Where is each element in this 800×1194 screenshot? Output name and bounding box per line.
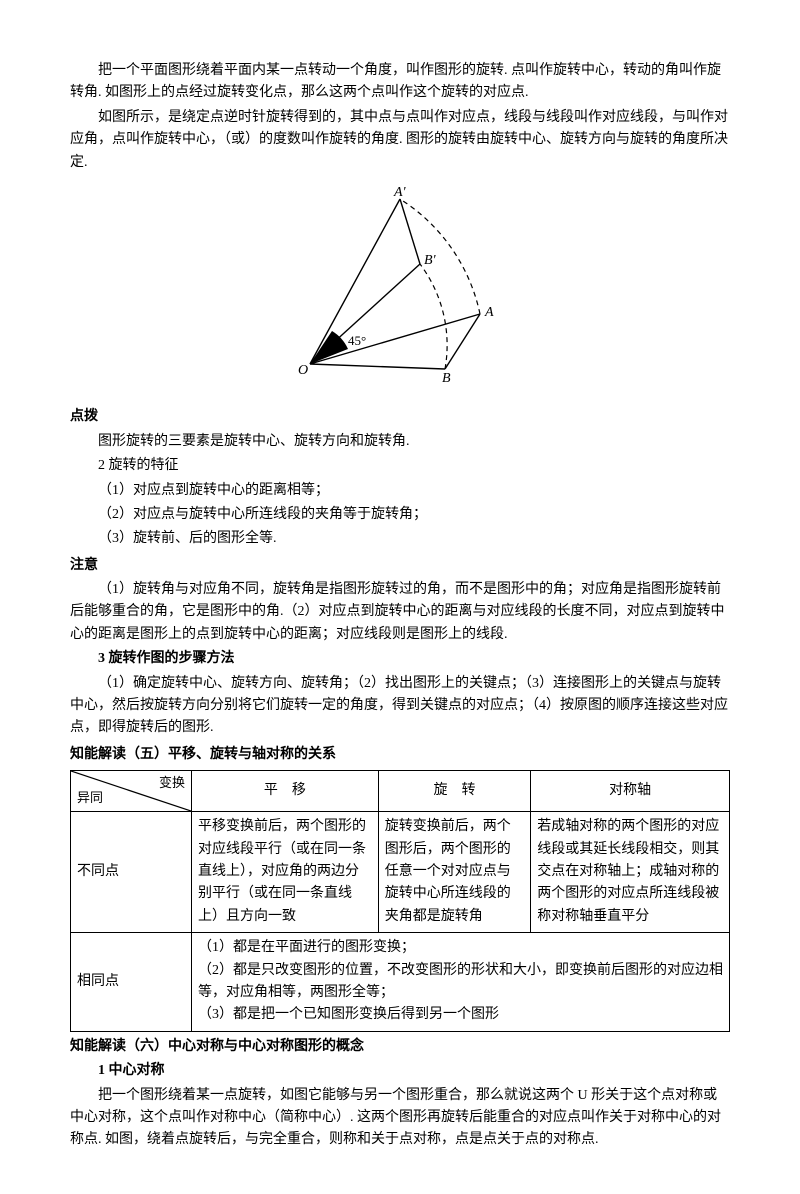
dianbo-li2: （2）对应点与旋转中心所连线段的夹角等于旋转角；: [70, 504, 730, 526]
dianbo-title: 点拨: [70, 406, 730, 428]
step-title: 3 旋转作图的步骤方法: [70, 648, 730, 670]
table-r2c1-l2: （2）都是只改变图形的位置，不改变图形的形状和大小，即变换前后图形的对应边相等，…: [198, 960, 723, 1005]
zhuyi-p1: （1）旋转角与对应角不同，旋转角是指图形旋转过的角，而不是图形中的角；对应角是指…: [70, 579, 730, 646]
diag-bottom-label: 异同: [77, 788, 103, 809]
diag-top-label: 变换: [159, 773, 185, 794]
step-p1: （1）确定旋转中心、旋转方向、旋转角；（2）找出图形上的关键点；（3）连接图形上…: [70, 673, 730, 740]
arc-A-Ap: [400, 199, 480, 314]
section5-title: 知能解读（五）平移、旋转与轴对称的关系: [70, 744, 730, 766]
table-row-diff: 不同点 平移变换前后，两个图形的对应线段平行（或在同一条直线上），对应角的两边分…: [71, 812, 730, 933]
table-r2c1-l1: （1）都是在平面进行的图形变换；: [198, 937, 723, 959]
rotation-svg: O A B A' B' 45°: [270, 184, 530, 384]
rotation-figure: O A B A' B' 45°: [70, 184, 730, 392]
table-h2: 旋 转: [378, 771, 531, 812]
dianbo-p2: 2 旋转的特征: [70, 455, 730, 477]
table-r1c1: 平移变换前后，两个图形的对应线段平行（或在同一条直线上），对应角的两边分别平行（…: [192, 812, 379, 933]
table-diag-header: 变换 异同: [71, 771, 192, 812]
intro-para-2: 如图所示，是绕定点逆时针旋转得到的，其中点与点叫作对应点，线段与线段叫作对应线段…: [70, 107, 730, 174]
table-header-row: 变换 异同 平 移 旋 转 对称轴: [71, 771, 730, 812]
angle-45-text: 45°: [348, 333, 366, 348]
dianbo-p1: 图形旋转的三要素是旋转中心、旋转方向和旋转角.: [70, 431, 730, 453]
table-r1c3: 若成轴对称的两个图形的对应线段或其延长线段相交，则其交点在对称轴上；成轴对称的两…: [531, 812, 730, 933]
table-h1: 平 移: [192, 771, 379, 812]
label-A: A: [484, 305, 494, 320]
table-row-same: 相同点 （1）都是在平面进行的图形变换； （2）都是只改变图形的位置，不改变图形…: [71, 933, 730, 1032]
section6-title: 知能解读（六）中心对称与中心对称图形的概念: [70, 1036, 730, 1058]
line-OB: [310, 364, 445, 369]
table-r1c2: 旋转变换前后，两个图形后，两个图形的任意一个对对应点与旋转中心所连线段的夹角都是…: [378, 812, 531, 933]
table-r2c1-l3: （3）都是把一个已知图形变换后得到另一个图形: [198, 1004, 723, 1026]
label-O: O: [298, 363, 308, 378]
table-r1c0: 不同点: [71, 812, 192, 933]
table-r2c0: 相同点: [71, 933, 192, 1032]
section6-p1: 把一个图形绕着某一点旋转，如图它能够与另一个图形重合，那么就说这两个 U 形关于…: [70, 1085, 730, 1152]
label-Ap: A': [393, 185, 407, 200]
dianbo-li1: （1）对应点到旋转中心的距离相等；: [70, 480, 730, 502]
section6-sub: 1 中心对称: [70, 1060, 730, 1082]
label-B: B: [442, 371, 451, 384]
arc-B-Bp: [420, 264, 447, 369]
intro-para-1: 把一个平面图形绕着平面内某一点转动一个角度，叫作图形的旋转. 点叫作旋转中心，转…: [70, 60, 730, 105]
table-r2c1: （1）都是在平面进行的图形变换； （2）都是只改变图形的位置，不改变图形的形状和…: [192, 933, 730, 1032]
table-h3: 对称轴: [531, 771, 730, 812]
comparison-table: 变换 异同 平 移 旋 转 对称轴 不同点 平移变换前后，两个图形的对应线段平行…: [70, 770, 730, 1032]
line-ApBp: [400, 199, 420, 264]
label-Bp: B': [424, 253, 437, 268]
zhuyi-title: 注意: [70, 555, 730, 577]
dianbo-li3: （3）旋转前、后的图形全等.: [70, 528, 730, 550]
